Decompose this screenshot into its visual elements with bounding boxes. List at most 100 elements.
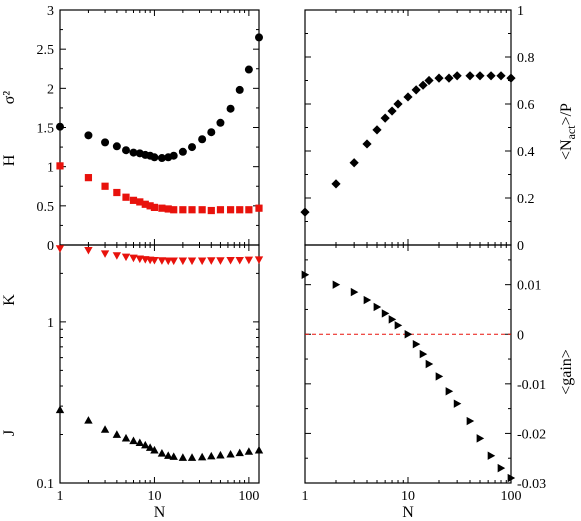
- gain-point: [419, 349, 428, 359]
- kj-point: [112, 252, 122, 260]
- kj-point: [129, 254, 138, 263]
- kj-point: [235, 448, 244, 457]
- sigma2-point: [226, 206, 235, 214]
- gain-point: [497, 463, 506, 473]
- nact-y-tick-label: 0.6: [517, 98, 535, 113]
- nact-y-axis-label-sub: act: [564, 125, 578, 140]
- gain-point: [388, 315, 397, 324]
- sigma2-point: [198, 135, 207, 144]
- sigma2-point: [178, 147, 187, 156]
- kj-point: [55, 245, 65, 253]
- kj-point: [226, 256, 235, 265]
- series-label-k: K: [1, 294, 18, 306]
- gain-point: [445, 387, 454, 396]
- sigma2-point: [245, 206, 253, 214]
- nact-series-0: [300, 71, 516, 217]
- kj-point: [235, 256, 244, 265]
- kj-point: [197, 452, 207, 461]
- kj-point: [207, 257, 216, 265]
- kj-point: [254, 256, 264, 264]
- gain-y-tick-label: -0.02: [517, 427, 546, 442]
- nact-point: [362, 139, 372, 149]
- gain-y-axis-label: <gain>: [558, 349, 575, 395]
- sigma2-series-0: [56, 33, 263, 163]
- nact-point: [349, 158, 359, 168]
- nact-y-ticks: [305, 9, 511, 246]
- sigma2-point: [216, 118, 225, 127]
- gain-point: [404, 330, 413, 339]
- kj-point: [216, 257, 225, 265]
- sigma2-point: [101, 138, 110, 147]
- kj-point: [150, 256, 159, 265]
- sigma2-point: [56, 162, 64, 170]
- gain-series-0: [301, 270, 516, 483]
- nact-point: [452, 71, 462, 81]
- kj-point: [164, 257, 173, 266]
- sigma2-point: [136, 198, 144, 206]
- sigma2-point: [207, 206, 215, 215]
- sigma2-point: [226, 104, 235, 113]
- nact-y-axis-label: <Nact>/P: [558, 103, 578, 160]
- kj-point: [187, 257, 197, 266]
- nact-point: [331, 179, 341, 189]
- nact-point: [387, 106, 397, 116]
- sigma2-y-tick-label: 2.5: [37, 43, 55, 58]
- sigma2-point: [207, 128, 216, 137]
- kj-point: [100, 250, 110, 258]
- gain-x-tick-label: 10: [401, 489, 415, 504]
- gain-x-ticks: [304, 245, 512, 483]
- kj-point: [100, 425, 110, 433]
- sigma2-point: [141, 200, 149, 208]
- kj-point: [197, 257, 207, 266]
- nact-point: [393, 99, 403, 109]
- nact-point: [411, 85, 421, 95]
- sigma2-point: [235, 85, 244, 94]
- kj-point: [164, 451, 173, 459]
- gain-point: [363, 295, 372, 305]
- kj-point: [216, 450, 225, 459]
- nact-y-tick-label: 0.4: [517, 145, 535, 160]
- sigma2-point: [216, 206, 225, 214]
- kj-point: [129, 436, 138, 445]
- sigma2-point: [129, 196, 138, 204]
- gain-point: [507, 473, 516, 483]
- sigma2-point: [158, 204, 166, 212]
- nact-y-axis-label-pre: <N: [558, 139, 575, 160]
- nact-point: [486, 71, 496, 81]
- kj-point: [169, 452, 178, 460]
- sigma2-point: [122, 146, 131, 155]
- sigma2-point: [188, 206, 196, 214]
- kj-point: [157, 449, 167, 457]
- nact-point: [372, 125, 382, 135]
- sigma2-point: [236, 206, 244, 214]
- sigma2-y-axis-label: σ²: [1, 91, 18, 105]
- kj-point: [121, 253, 131, 262]
- sigma2-point: [169, 151, 178, 160]
- nact-panel-frame: [304, 9, 512, 246]
- nact-y-tick-label: 1: [517, 4, 524, 19]
- kj-point: [157, 257, 167, 265]
- sigma2-y-tick-label: 1.5: [37, 122, 55, 137]
- series-label-j: J: [1, 430, 18, 436]
- sigma2-y-tick-label: 0: [47, 239, 54, 254]
- gain-point: [373, 302, 382, 312]
- kj-point: [135, 438, 145, 447]
- sigma2-point: [198, 206, 206, 214]
- gain-y-tick-label: -0.03: [517, 477, 546, 492]
- sigma2-y-tick-label: 1: [47, 161, 54, 176]
- gain-point: [453, 399, 462, 408]
- gain-point: [350, 287, 359, 297]
- gain-point: [394, 321, 403, 330]
- gain-x-axis-label: N: [402, 504, 414, 521]
- nact-y-tick-label: 0.2: [517, 192, 535, 207]
- gain-point: [487, 451, 496, 460]
- sigma2-point: [164, 205, 172, 213]
- kj-y-tick-label: 1: [47, 316, 54, 331]
- kj-point: [244, 447, 254, 455]
- sigma2-point: [101, 182, 109, 190]
- kj-point: [141, 440, 150, 449]
- nact-point: [434, 73, 444, 83]
- sigma2-point: [179, 206, 187, 214]
- nact-y-axis-label-post: >/P: [558, 103, 575, 125]
